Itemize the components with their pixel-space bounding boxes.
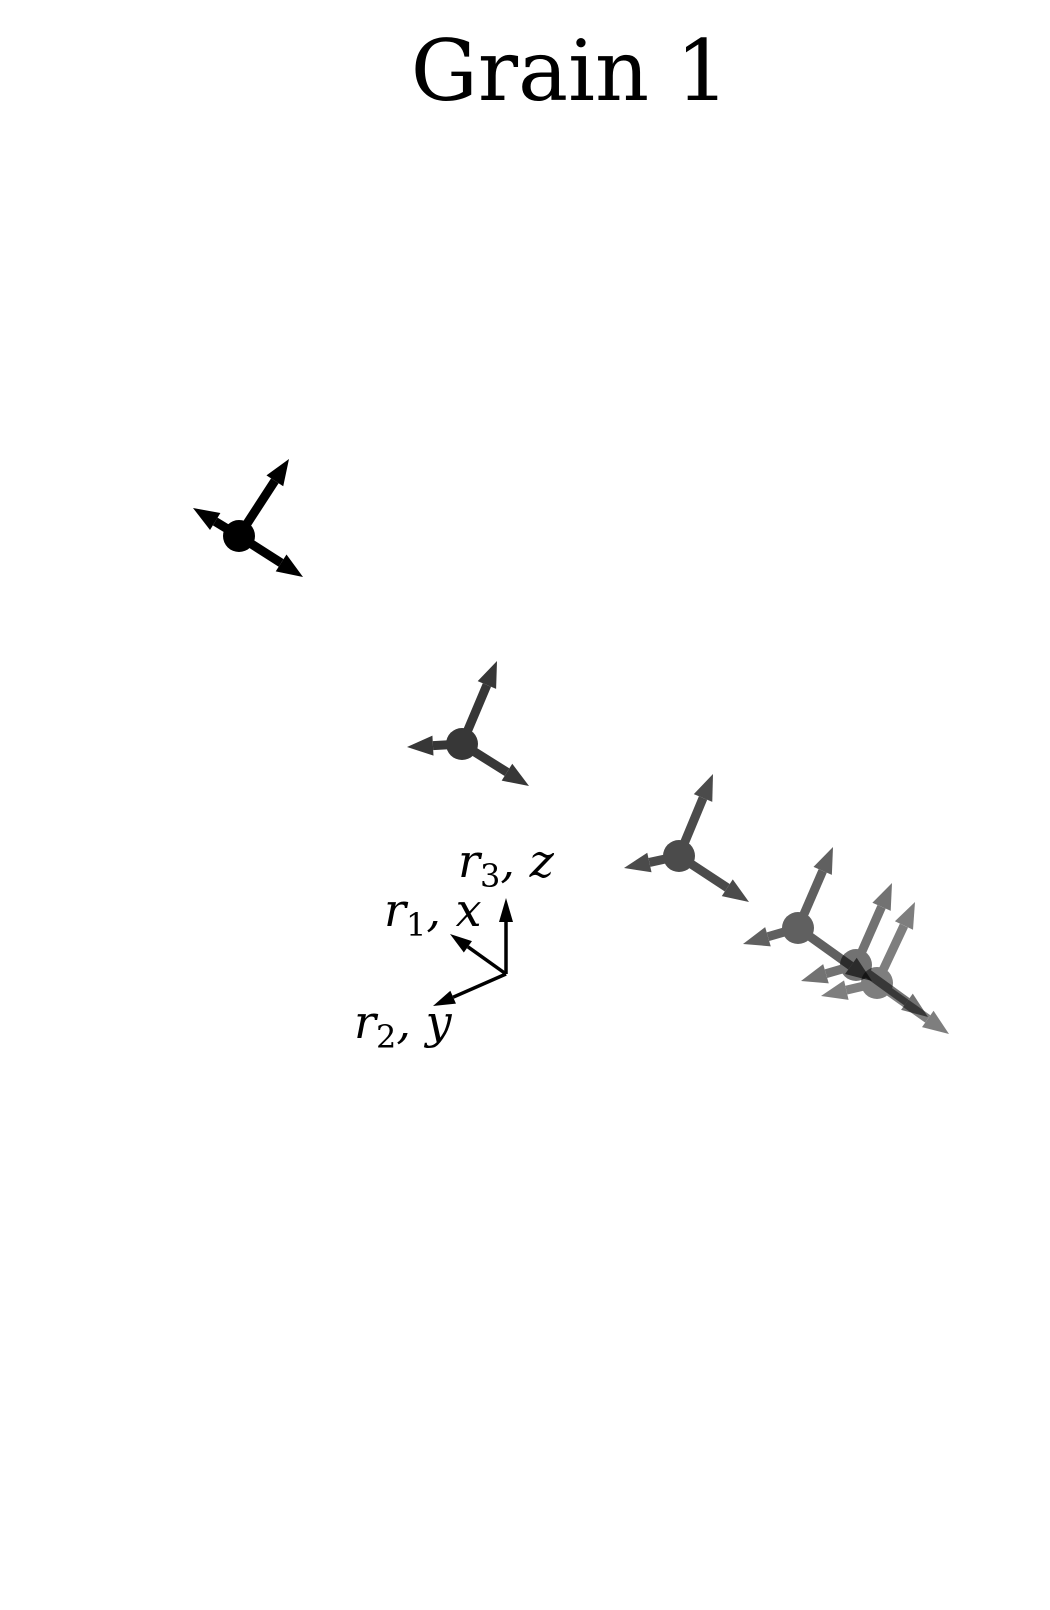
ref-axis-z-arrow-head bbox=[499, 898, 513, 922]
triad-6-axis-3-arrow-head bbox=[894, 902, 915, 930]
ref-label-r1-x: r1, x bbox=[384, 883, 482, 944]
triad-1-axis-2-arrow-head bbox=[275, 554, 303, 577]
triad-6-origin-dot bbox=[861, 967, 893, 999]
ref-label-main: r bbox=[354, 995, 379, 1049]
ref-axis-x-arrow-shaft bbox=[466, 945, 508, 976]
ref-label-r2-y: r2, y bbox=[354, 995, 453, 1056]
ref-label-subscript: 2 bbox=[376, 1018, 396, 1056]
triad-4-origin-dot bbox=[782, 912, 814, 944]
triad-1-axis-1-arrow-head bbox=[193, 508, 221, 531]
ref-axis-y-arrow bbox=[433, 972, 507, 1006]
triad-3-origin-dot bbox=[663, 840, 695, 872]
ref-axis-x-arrow-head bbox=[450, 934, 472, 953]
ref-label-main: r bbox=[384, 883, 409, 937]
triad-1-origin-dot bbox=[223, 520, 255, 552]
ref-label-main: r bbox=[458, 834, 483, 888]
triad-3-axis-3-arrow-head bbox=[693, 774, 713, 802]
triad-1-axis-3-arrow-head bbox=[266, 459, 289, 487]
ref-label-rest: , x bbox=[426, 883, 481, 937]
triad-4-axis-1-arrow-head bbox=[743, 927, 771, 947]
ref-label-rest: , z bbox=[500, 834, 554, 888]
triad-1 bbox=[193, 459, 303, 577]
triad-6-axis-2-arrow-head bbox=[922, 1010, 949, 1034]
triad-3-axis-1-arrow-head bbox=[624, 852, 652, 873]
triad-2-axis-2-arrow-head bbox=[501, 763, 529, 786]
ref-label-r3-z: r3, z bbox=[458, 834, 555, 895]
triad-5-axis-1-arrow-head bbox=[801, 964, 829, 984]
orientation-triads bbox=[193, 459, 949, 1034]
triad-5-axis-3-arrow-head bbox=[872, 883, 892, 911]
ref-label-rest: , y bbox=[396, 995, 452, 1049]
triad-2-axis-3-arrow-head bbox=[477, 661, 497, 689]
triad-6 bbox=[821, 902, 949, 1034]
triad-6-axis-1-arrow-head bbox=[821, 980, 849, 1000]
triad-5-origin-dot bbox=[840, 949, 872, 981]
triad-2-axis-1-arrow-head bbox=[407, 735, 434, 756]
ref-label-subscript: 3 bbox=[480, 857, 500, 895]
ref-axis-x-arrow bbox=[450, 934, 508, 976]
triad-3-axis-2-arrow-head bbox=[721, 879, 749, 902]
triad-4-axis-3-arrow-head bbox=[813, 847, 833, 875]
ref-axis-y-arrow-head bbox=[433, 990, 456, 1006]
triad-2 bbox=[407, 661, 529, 786]
ref-axis-z-arrow bbox=[499, 898, 513, 974]
triad-5 bbox=[801, 883, 928, 1017]
triad-2-origin-dot bbox=[446, 728, 478, 760]
reference-axes: r3, zr1, xr2, y bbox=[354, 834, 555, 1056]
ref-axis-y-arrow-shaft bbox=[452, 972, 507, 999]
triad-3 bbox=[624, 774, 749, 902]
figure-title: Grain 1 bbox=[411, 22, 729, 120]
ref-label-subscript: 1 bbox=[406, 906, 426, 944]
